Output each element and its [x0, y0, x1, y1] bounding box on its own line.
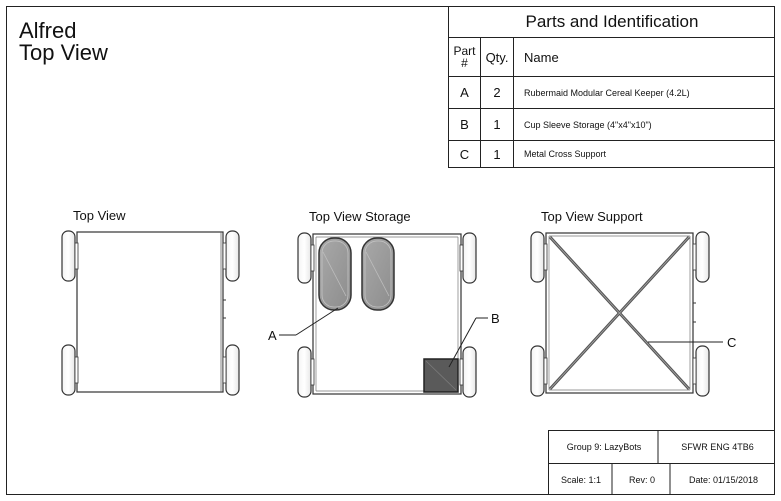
header-qty: Qty. — [481, 38, 514, 76]
part-id: B — [449, 109, 481, 140]
leader-lines-storage — [279, 307, 488, 368]
label-top-view-support: Top View Support — [541, 209, 643, 224]
header-part-number: Part # — [449, 38, 481, 76]
title-block-lines — [611, 431, 671, 495]
parts-table: Parts and Identification Part # Qty. Nam… — [448, 6, 775, 168]
part-name: Cup Sleeve Storage (4"x4"x10") — [524, 119, 652, 130]
part-qty: 1 — [481, 109, 514, 140]
part-qty: 2 — [481, 77, 514, 108]
table-row: B 1 Cup Sleeve Storage (4"x4"x10") — [449, 109, 775, 141]
top-view-chassis — [76, 231, 226, 393]
scale: Scale: 1:1 — [560, 474, 602, 485]
parts-table-heading: Parts and Identification — [449, 6, 775, 38]
date: Date: 01/15/2018 — [688, 474, 759, 485]
parts-table-header-row: Part # Qty. Name — [449, 38, 775, 77]
part-qty: 1 — [481, 141, 514, 167]
drawing-sheet — [6, 6, 775, 495]
callout-b: B — [491, 311, 500, 326]
title-line-1: Alfred — [19, 18, 77, 43]
part-name: Metal Cross Support — [524, 149, 607, 159]
callout-a: A — [268, 328, 277, 343]
part-id: C — [449, 141, 481, 167]
group-name: Group 9: LazyBots — [566, 442, 642, 452]
cereal-keeper-part-a — [318, 237, 395, 311]
header-name: Name — [524, 49, 559, 65]
part-id: A — [449, 77, 481, 108]
title-block-row-1: Group 9: LazyBots SFWR ENG 4TB6 — [549, 431, 775, 464]
label-top-view: Top View — [73, 208, 126, 223]
table-row: C 1 Metal Cross Support — [449, 141, 775, 167]
title-line-2: Top View — [19, 40, 108, 65]
metal-cross-support-part-c — [548, 235, 691, 391]
course-code: SFWR ENG 4TB6 — [681, 442, 754, 452]
top-view-wheels — [61, 230, 240, 396]
label-top-view-storage: Top View Storage — [309, 209, 411, 224]
callout-c: C — [727, 335, 737, 350]
drawing-title: Alfred Top View — [19, 20, 108, 64]
table-row: A 2 Rubermaid Modular Cereal Keeper (4.2… — [449, 77, 775, 109]
storage-view-wheels — [297, 232, 477, 398]
title-block: Group 9: LazyBots SFWR ENG 4TB6 Scale: 1… — [548, 430, 775, 495]
cup-sleeve-storage-part-b — [423, 358, 459, 393]
title-block-row-2: Scale: 1:1 Rev: 0 Date: 01/15/2018 — [549, 464, 775, 495]
revision: Rev: 0 — [628, 474, 655, 485]
part-name: Rubermaid Modular Cereal Keeper (4.2L) — [524, 87, 690, 98]
support-view-wheels — [530, 231, 710, 397]
